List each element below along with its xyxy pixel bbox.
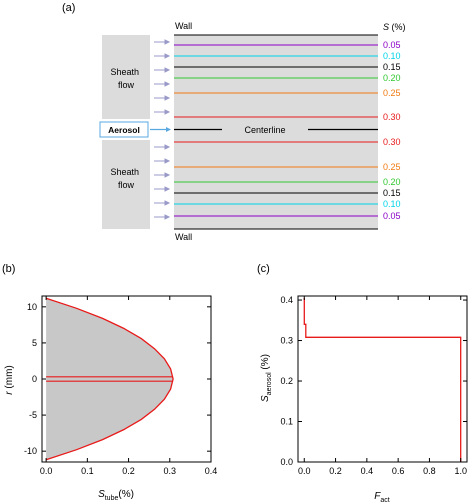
panel-b-xtick-label: 0.2 [122,466,135,476]
panel-b-ytick-label: -10 [24,446,37,456]
panel-b-ytick-label: -5 [29,410,37,420]
panel-c-ytick-label: 0.2 [280,376,293,386]
panel-b-xtick-label: 0.4 [205,466,218,476]
supersaturation-lines: 0.050.100.150.200.250.300.300.250.200.15… [174,40,401,221]
wall-label-top: Wall [175,21,192,31]
panel-b-xtick-label: 0.1 [81,466,94,476]
panel-c-xtick-label: 0.4 [361,466,374,476]
panel-b-xlabel: Stube(%) [98,489,134,502]
supersaturation-unit: (%) [389,22,406,32]
panel-b-xlabel-sub: tube [105,495,119,502]
panel-c-xlabel: Fact [374,491,390,504]
panel-b-xlabel-unit: (%) [118,489,134,500]
panel-b-ytick-label: 5 [32,338,37,348]
supersaturation-header: S (%) [383,22,406,32]
panel-c-plot: 0.0 0.2 0.4 0.6 0.8 1.0 0.0 0.1 0.2 0.3 0.4 [280,295,468,476]
s-value-label-bottom-0.20: 0.20 [383,177,401,187]
sheath-flow-top-line1: Sheath [110,67,139,77]
panel-b-xlabel-main: S [98,489,105,500]
panel-c-ytick-label: 0.1 [280,417,293,427]
s-value-label-top-0.25: 0.25 [383,88,401,98]
panel-b-plot: 0.0 0.1 0.2 0.3 0.4 -10 -5 0 5 10 [24,295,218,476]
panel-b-profile-fill [46,298,174,460]
sheath-flow-top-line2: flow [118,80,135,90]
panel-c-xtick-label: 0.2 [329,466,342,476]
wall-label-bottom: Wall [175,232,192,242]
s-value-label-top-0.10: 0.10 [383,51,401,61]
supersaturation-symbol: S [383,22,389,32]
panel-c-xtick-label: 0.6 [392,466,405,476]
s-value-label-bottom-0.30: 0.30 [383,137,401,147]
panel-b-ytick-label: 0 [32,374,37,384]
panel-c-xtick-label: 0.0 [298,466,311,476]
s-value-label-bottom-0.15: 0.15 [383,188,401,198]
panel-a-label: (a) [62,2,75,14]
panel-c-xlabel-sub: act [380,497,389,504]
panel-c-ytick-label: 0.4 [280,295,293,305]
panel-b-xtick-label: 0.3 [164,466,177,476]
sheath-flow-label-bottom: Sheath flow [110,167,141,190]
panel-c-ylabel-sub: aerosol [266,372,273,395]
panel-c-frame [297,295,468,463]
s-value-label-bottom-0.25: 0.25 [383,162,401,172]
sheath-arrows-top [154,39,171,115]
aerosol-label: Aerosol [108,125,140,135]
sheath-column-bottom [102,140,150,229]
panel-c-ylabel: Saerosol (%) [260,354,273,402]
panel-c-label: (c) [257,263,270,275]
panel-a-flow-diagram: (a) Wall Wall S (%) Sheath flow Sheath f… [62,2,406,242]
s-value-label-bottom-0.05: 0.05 [383,211,401,221]
panel-c-step-curve [303,298,462,462]
panel-b-profile-curve [45,297,174,461]
sheath-flow-bottom-line1: Sheath [110,167,139,177]
panel-b-label: (b) [2,263,15,275]
panel-b-ylabel-unit: (mm) [4,365,15,391]
panel-c-xlabel-main: F [374,491,381,502]
panel-b-chart: (b) 0.0 0.1 0.2 0.3 0.4 -10 -5 0 5 10 Stube(%) r … [2,263,217,502]
sheath-arrows-bottom [154,144,171,220]
panel-b-ylabel: r (mm) [4,365,15,394]
s-value-label-top-0.15: 0.15 [383,62,401,72]
panel-c-xtick-label: 1.0 [454,466,467,476]
sheath-flow-label-top: Sheath flow [110,67,141,90]
panel-c-ylabel-main: S [260,395,271,402]
centerline-label: Centerline [244,125,285,135]
aerosol-box [99,121,149,138]
panel-c-xtick-label: 0.8 [423,466,436,476]
s-value-label-top-0.30: 0.30 [383,112,401,122]
panel-c-ytick-label: 0.3 [280,336,293,346]
sheath-flow-bottom-line2: flow [118,180,135,190]
s-value-label-top-0.05: 0.05 [383,40,401,50]
aerosol-arrow-head [166,127,171,132]
panel-c-ylabel-unit: (%) [260,354,271,372]
sheath-column-top [102,35,150,119]
s-value-label-bottom-0.10: 0.10 [383,199,401,209]
s-value-label-top-0.20: 0.20 [383,73,401,83]
panel-c-ytick-label: 0.0 [280,457,293,467]
panel-b-xtick-label: 0.0 [40,466,53,476]
panel-b-ytick-label: 10 [27,302,37,312]
panel-c-chart: (c) 0.0 0.2 0.4 0.6 0.8 1.0 0.0 0.1 0.2 0.3 0.4 Fa… [257,263,468,504]
panel-b-ylabel-main: r [4,391,15,395]
